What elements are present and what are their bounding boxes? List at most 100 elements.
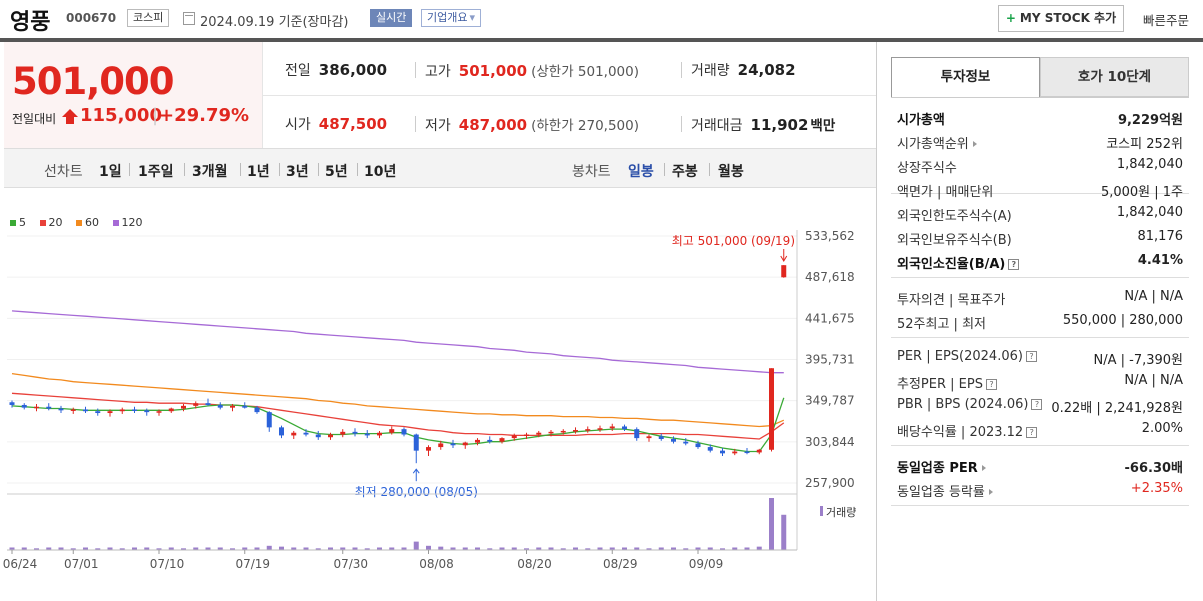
info-key: 동일업종 PER [897,457,986,476]
base-date: 2024.09.19 기준(장마감) [200,15,349,30]
candle [769,368,774,450]
volume-bar [720,548,725,550]
help-icon[interactable]: ? [1008,259,1020,270]
header-divider [0,38,1203,42]
info-row: 추정PER | EPS? N/A | N/A [897,370,1183,392]
chart-range-bar: 선차트 1일 1주일 3개월 1년 3년 5년 10년 봉차트 일봉 주봉 월봉 [4,148,876,188]
candle [597,428,603,430]
volume-bar [536,547,542,550]
candle [781,265,787,278]
candle [720,450,725,454]
realtime-button[interactable]: 실시간 [370,9,413,27]
candle [389,429,395,433]
separator [415,62,416,78]
info-key: 외국인소진율(B/A)? [897,253,1020,272]
range-1y[interactable]: 1년 [247,164,270,180]
candle [499,438,505,442]
volume-bar [156,548,162,550]
company-info-label: 기업개요 [427,11,468,24]
quick-order-link[interactable]: 빠른주문 [1143,13,1190,28]
stats-row-2: 시가 487,500 저가 487,000 (하한가 270,500) 거래대금 11,… [263,95,877,148]
trade-amount: 거래대금 11,902 백만 [691,116,836,134]
y-tick-label: 441,675 [805,311,855,325]
volume-bar [487,548,493,550]
info-row[interactable]: 동일업종 등락률 +2.35% [897,478,1183,500]
info-key: 액면가 | 매매단위 [897,185,994,200]
candle [609,426,615,429]
info-value: 2.00% [1141,421,1183,436]
volume-bar [475,547,480,550]
candle [511,435,517,439]
low-price: 저가 487,000 (하한가 270,500) [425,116,640,134]
mystock-add-button[interactable]: + MY STOCK 추가 [998,5,1124,32]
candle-weekly[interactable]: 주봉 [672,164,698,180]
dropdown-arrow-icon: ▾ [469,11,476,24]
candle [119,409,125,412]
volume-bar [401,547,407,550]
info-row[interactable]: 시가총액순위 코스피 252위 [897,130,1183,152]
help-icon[interactable]: ? [1025,351,1037,362]
volume-bar [9,547,15,550]
info-key: 외국인한도주식수(A) [897,209,1012,224]
volume-bar [732,547,738,550]
range-3m[interactable]: 3개월 [192,164,228,180]
range-5y[interactable]: 5년 [325,164,348,180]
volume-bar [279,546,284,550]
volume-bar [254,547,260,550]
info-key: 배당수익률 | 2023.12? [897,421,1038,440]
separator [240,163,241,176]
tab-investment-info[interactable]: 투자정보 [891,57,1040,97]
calendar-icon [183,12,195,25]
info-key: 시가총액 [897,113,945,128]
volume-bar [450,547,456,550]
candle [658,436,664,440]
info-row: 시가총액 9,229억원 [897,106,1183,128]
candle-monthly[interactable]: 월봉 [718,164,744,180]
candle [107,411,113,414]
range-1d[interactable]: 1일 [99,164,122,180]
info-row: PBR | BPS (2024.06)? 0.22배 | 2,241,928원 [897,394,1183,416]
candle [671,439,676,442]
price-chart[interactable]: 최고 501,000 (09/19) 최저 280,000 (08/05) 거래량… [0,230,876,601]
info-section: 투자의견 | 목표주가 N/A | N/A 52주최고 | 최저 550,000 | … [891,278,1189,338]
volume-bar [683,548,689,550]
y-tick-label: 303,844 [805,435,855,449]
volume-bar [230,548,235,550]
info-row: 외국인소진율(B/A)? 4.41% [897,250,1183,272]
volume-bar [217,547,223,550]
volume-bar [524,548,529,550]
volume-legend-label: 거래량 [826,506,856,519]
candle-daily[interactable]: 일봉 [628,164,654,180]
volume-bar [303,547,309,550]
info-row[interactable]: 동일업종 PER -66.30배 [897,454,1183,476]
x-tick-label: 07/10 [150,557,185,571]
volume-bar [462,547,468,550]
candle [58,408,64,411]
volume-bar [634,547,640,550]
candle [585,429,591,431]
volume-bar [658,547,664,550]
candle [364,433,370,436]
separator [415,116,416,132]
range-1w[interactable]: 1주일 [138,164,174,180]
candle [168,408,174,412]
info-value: N/A | -7,390원 [1093,353,1183,368]
volume-bar [413,541,419,550]
volume-bar [181,548,186,550]
min-price-annotation: 최저 280,000 (08/05) [355,485,478,499]
candle [193,403,199,406]
volume-bar [364,548,370,550]
volume-bar [769,498,774,550]
range-10y[interactable]: 10년 [364,164,397,180]
help-icon[interactable]: ? [1026,427,1038,438]
info-value: N/A | N/A [1124,289,1183,304]
help-icon[interactable]: ? [1031,399,1043,410]
open-price: 시가 487,500 [285,115,388,133]
range-3y[interactable]: 3년 [286,164,309,180]
company-info-dropdown[interactable]: 기업개요 ▾ [421,9,482,27]
help-icon[interactable]: ? [985,379,997,390]
tab-orderbook[interactable]: 호가 10단계 [1040,57,1189,97]
info-value: 1,842,040 [1116,205,1183,220]
info-row: 52주최고 | 최저 550,000 | 280,000 [897,310,1183,332]
volume-bar [291,547,297,550]
